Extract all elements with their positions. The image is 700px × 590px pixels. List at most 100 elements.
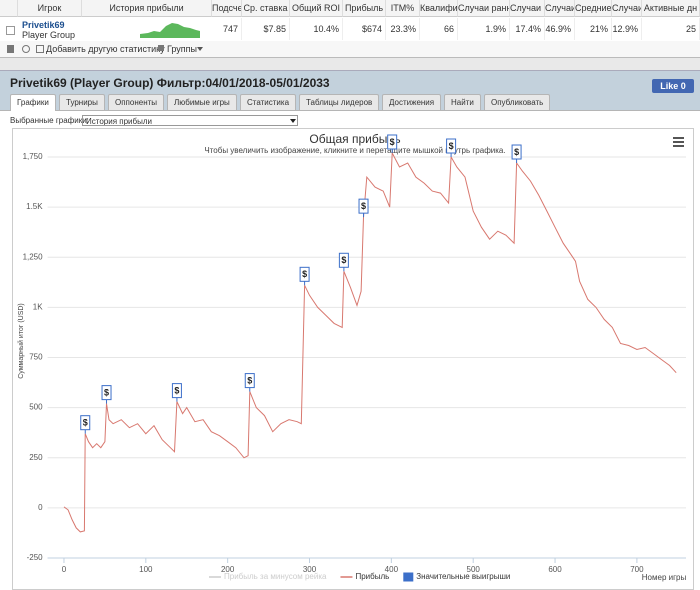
x-tick-label: 700 [630,565,644,574]
tab[interactable]: Достижения [382,94,442,110]
column-header[interactable]: ITM% [386,0,420,17]
table-cell: 23.3% [386,18,420,40]
y-tick-label: 0 [38,503,43,512]
big-win-flag: $ [244,373,255,392]
column-header[interactable]: История прибыли [82,0,212,17]
x-tick-label: 400 [385,565,399,574]
y-tick-label: 750 [29,353,43,362]
legend-label[interactable]: Значительные выигрыши [416,572,510,581]
table-cell: 25 [642,18,700,40]
chart: Общая прибыль Чтобы увеличить изображени… [12,128,694,590]
refresh-icon[interactable] [22,45,30,53]
big-win-flag: $ [358,198,369,218]
flag-box [358,198,369,214]
big-win-flag: $ [171,383,182,402]
x-axis-label: Номер игры [642,573,687,582]
sparkline [140,23,200,38]
big-win-flag: $ [446,138,457,157]
player-group: Player Group [22,30,76,40]
panel-title: Privetik69 (Player Group) Фильтр:04/01/2… [10,76,330,90]
x-tick-label: 600 [548,565,562,574]
like-button[interactable]: Like 0 [652,79,694,93]
tab[interactable]: Найти [444,94,481,110]
y-tick-label: 1.5K [26,202,43,211]
big-win-flag: $ [80,415,91,434]
flag-box [511,144,522,160]
big-win-flag: $ [511,144,522,164]
column-header[interactable]: Прибыль [343,0,386,17]
legend-label[interactable]: Прибыль [355,572,389,581]
tab[interactable]: Любимые игры [167,94,237,110]
gap [0,58,700,70]
select-arrow [290,119,296,123]
column-header[interactable]: Квалифи [420,0,458,17]
table-cell: 17.4% [510,18,545,40]
x-tick-label: 200 [221,565,235,574]
x-tick-label: 500 [467,565,481,574]
flag-box [338,252,349,268]
column-header[interactable]: Случаи ранне [458,0,510,17]
delete-icon[interactable] [7,45,14,53]
y-tick-label: -250 [27,553,44,562]
flag-box [101,385,112,401]
tab[interactable]: Опубликовать [484,94,551,110]
chart-title: Общая прибыль [309,132,400,146]
y-tick-label: 500 [29,403,43,412]
table-cell: 747 [212,18,242,40]
y-tick-label: 250 [29,453,43,462]
legend-label[interactable]: Прибыль за минусом рейка [224,572,327,581]
flag-box [171,383,182,399]
x-tick-label: 100 [139,565,153,574]
big-win-flag: $ [101,385,112,404]
y-tick-label: 1,250 [23,252,44,261]
column-header[interactable]: Активные дн [642,0,700,17]
player-name[interactable]: Privetik69 [22,20,65,30]
flag-box [80,415,91,431]
flag-label: $ [83,418,88,428]
column-header[interactable]: Игрок [18,0,82,17]
tab[interactable]: Оппоненты [108,94,165,110]
column-header[interactable]: Случаи [612,0,642,17]
flag-box [446,138,457,154]
sparkline-area [140,23,200,38]
big-win-flag: $ [387,134,398,153]
tab[interactable]: Графики [10,94,56,111]
add-stat-button[interactable]: Добавить другую статистику [46,44,165,54]
column-header[interactable]: Случаи ; [510,0,545,17]
tab[interactable]: Турниры [59,94,105,110]
table-cell: 66 [420,18,458,40]
dropdown-arrow [197,47,203,51]
menu-icon[interactable] [673,137,684,147]
tabs-baseline [0,110,700,111]
table-cell: $674 [343,18,386,40]
column-header[interactable]: Ср. ставка [242,0,290,17]
flag-box [244,373,255,389]
row-checkbox[interactable] [6,26,15,35]
column-header[interactable]: Средние [575,0,612,17]
big-win-flag: $ [338,252,349,272]
groups-icon [158,45,164,51]
flag-box [387,134,398,150]
flag-label: $ [449,141,454,151]
column-header[interactable]: Общий ROI [290,0,343,17]
flag-label: $ [341,255,346,265]
tab[interactable]: Статистика [240,94,297,110]
big-win-flag: $ [299,266,310,286]
table-cell: 46.9% [545,18,575,40]
flag-label: $ [104,387,109,397]
groups-button[interactable]: Группы [167,44,197,54]
tab[interactable]: Таблицы лидеров [299,94,380,110]
add-icon[interactable] [36,45,44,53]
column-header[interactable]: Подсче [212,0,242,17]
table-cell: $7.85 [242,18,290,40]
flag-label: $ [174,385,179,395]
profit-line [63,151,677,533]
flag-box [299,266,310,282]
y-tick-label: 1K [33,302,43,311]
table-cell: 12.9% [612,18,642,40]
flag-label: $ [361,201,366,211]
flag-label: $ [390,137,395,147]
column-header[interactable]: Случаи [545,0,575,17]
chart-select[interactable]: История прибыли [82,115,298,126]
x-tick-label: 0 [62,565,67,574]
